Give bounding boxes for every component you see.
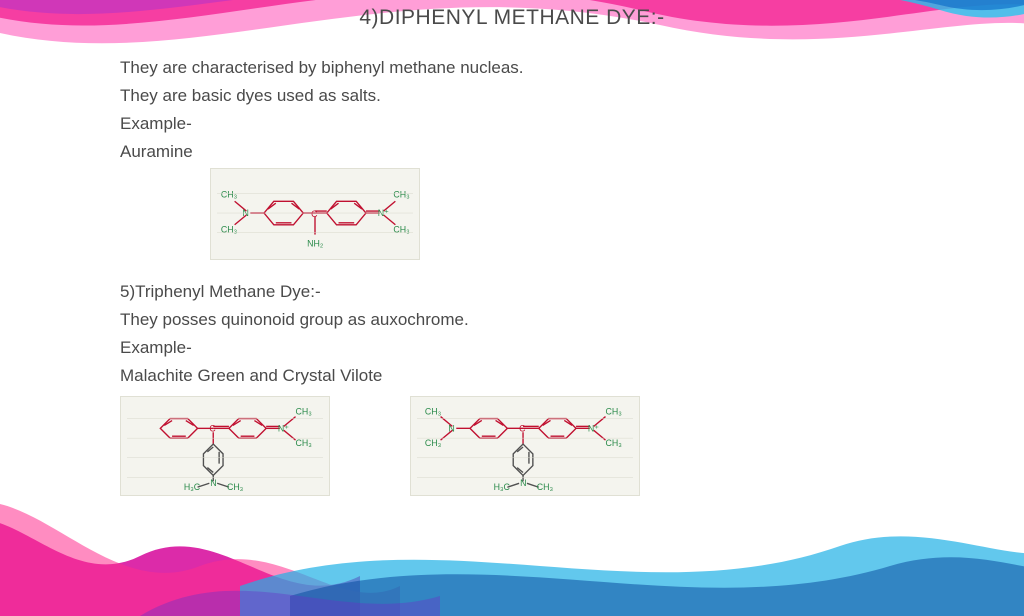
svg-text:CH₃: CH₃ [425,438,442,448]
svg-text:CH₃: CH₃ [296,438,313,448]
slide-content: 4)DIPHENYL METHANE DYE:- They are charac… [0,0,1024,496]
svg-text:CH₃: CH₃ [227,482,244,492]
svg-text:CH₃: CH₃ [606,438,623,448]
svg-text:CH₃: CH₃ [606,407,623,417]
svg-text:N: N [210,479,216,489]
svg-text:CH₃: CH₃ [221,190,238,200]
crystal-violet-figure: CH₃ CH₃ CH₃ CH₃ N N⁺ C H₃C CH₃ N [410,396,640,496]
sec5-line3: Malachite Green and Crystal Vilote [120,362,1024,390]
sec4-line3: Example- [120,110,1024,138]
sec5-line1: They posses quinonoid group as auxochrom… [120,306,1024,334]
svg-text:C: C [519,424,526,434]
svg-text:CH₃: CH₃ [537,483,554,493]
sec4-line1: They are characterised by biphenyl metha… [120,54,1024,82]
svg-text:H₃C: H₃C [494,483,511,493]
svg-text:CH₃: CH₃ [221,225,238,235]
bottom-structures-row: CH₃ CH₃ N⁺ C H₃C CH₃ N [120,396,1024,496]
svg-text:N⁺: N⁺ [588,424,599,434]
slide-title: 4)DIPHENYL METHANE DYE:- [0,0,1024,54]
svg-text:N⁺: N⁺ [278,424,289,434]
auramine-structure-icon: CH₃CH₃ CH₃CH₃ NN⁺ C NH₂ [217,173,413,255]
sec5-line2: Example- [120,334,1024,362]
svg-text:C: C [311,209,318,219]
auramine-figure: CH₃CH₃ CH₃CH₃ NN⁺ C NH₂ [210,168,1024,260]
sec5-heading: 5)Triphenyl Methane Dye:- [120,278,1024,306]
svg-text:N: N [520,479,526,489]
svg-text:CH₃: CH₃ [425,407,442,417]
sec4-line4: Auramine [120,138,1024,166]
malachite-green-structure-icon: CH₃ CH₃ N⁺ C H₃C CH₃ N [127,400,323,492]
svg-text:NH₂: NH₂ [307,239,323,249]
svg-text:CH₃: CH₃ [393,190,410,200]
crystal-violet-structure-icon: CH₃ CH₃ CH₃ CH₃ N N⁺ C H₃C CH₃ N [417,400,633,492]
svg-text:C: C [209,424,216,434]
svg-text:H₃C: H₃C [184,482,201,492]
svg-text:CH₃: CH₃ [393,225,410,235]
malachite-green-figure: CH₃ CH₃ N⁺ C H₃C CH₃ N [120,396,330,496]
svg-text:N: N [448,424,454,434]
svg-text:CH₃: CH₃ [296,407,313,417]
sec4-line2: They are basic dyes used as salts. [120,82,1024,110]
